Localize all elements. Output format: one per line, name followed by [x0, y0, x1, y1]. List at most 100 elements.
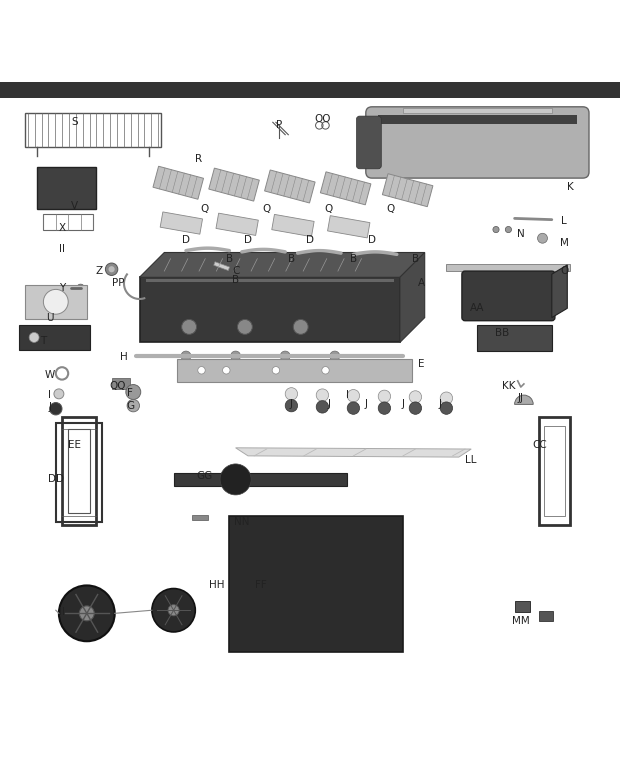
Text: H: H [120, 352, 128, 361]
Text: J: J [290, 399, 293, 409]
Circle shape [378, 402, 391, 414]
Text: PP: PP [112, 278, 124, 289]
Circle shape [77, 284, 84, 292]
Text: F: F [127, 388, 133, 398]
Bar [140, 278, 400, 343]
Circle shape [108, 266, 115, 272]
Text: Y: Y [59, 283, 65, 293]
Text: Q: Q [386, 204, 395, 214]
Text: J: J [327, 399, 330, 409]
Text: J: J [365, 399, 367, 409]
Text: Q: Q [262, 204, 271, 214]
Text: Z: Z [95, 266, 103, 276]
Text: W: W [45, 369, 55, 379]
Circle shape [152, 589, 195, 632]
Circle shape [127, 399, 140, 412]
Circle shape [29, 332, 39, 343]
Text: T: T [40, 336, 46, 347]
Bar [112, 378, 130, 389]
Text: BB: BB [495, 328, 509, 338]
Text: II: II [59, 245, 65, 254]
Circle shape [126, 385, 141, 399]
Text: eReplacementParts.com: eReplacementParts.com [234, 256, 386, 268]
Text: EE: EE [68, 440, 81, 450]
Text: G: G [126, 401, 135, 411]
Circle shape [105, 263, 118, 275]
Circle shape [409, 402, 422, 414]
Circle shape [220, 464, 251, 495]
Text: B: B [232, 275, 239, 285]
Circle shape [54, 389, 64, 399]
Bar [177, 358, 412, 382]
Bar [174, 473, 347, 486]
Circle shape [538, 234, 547, 243]
Circle shape [280, 351, 290, 361]
Text: U: U [46, 313, 53, 322]
Text: R: R [195, 154, 202, 165]
Circle shape [182, 319, 197, 334]
Bar [62, 417, 96, 525]
Text: MM: MM [512, 616, 529, 626]
Text: B: B [350, 254, 357, 263]
Text: L: L [561, 216, 567, 227]
Circle shape [293, 319, 308, 334]
Bar [19, 325, 90, 350]
Text: J: J [439, 399, 441, 409]
Text: J: J [402, 399, 404, 409]
Text: Q: Q [324, 204, 333, 214]
Polygon shape [400, 252, 425, 343]
Circle shape [440, 402, 453, 414]
Polygon shape [153, 166, 203, 199]
Circle shape [237, 319, 252, 334]
Bar [56, 423, 102, 522]
Text: X: X [58, 223, 66, 233]
Wedge shape [515, 395, 533, 405]
Text: N: N [517, 229, 525, 239]
Bar [216, 213, 259, 235]
Bar [68, 429, 90, 513]
Text: JJ: JJ [518, 394, 524, 403]
Text: CC: CC [532, 440, 547, 450]
Text: I: I [48, 390, 51, 400]
Circle shape [493, 227, 499, 233]
Text: AA: AA [470, 303, 485, 314]
Text: B: B [226, 254, 233, 263]
Text: O: O [560, 266, 569, 276]
Bar [403, 108, 552, 113]
Polygon shape [321, 172, 371, 205]
Bar [378, 115, 577, 124]
Text: QQ: QQ [110, 381, 126, 390]
FancyBboxPatch shape [366, 107, 589, 178]
Text: GG: GG [197, 470, 213, 481]
Bar [539, 417, 570, 525]
Bar [515, 601, 530, 612]
Text: NN: NN [234, 517, 249, 527]
Bar [544, 426, 565, 516]
Text: Q: Q [200, 204, 209, 214]
Circle shape [285, 399, 298, 412]
Bar [25, 285, 87, 319]
Circle shape [168, 604, 179, 615]
Bar [446, 263, 570, 271]
Text: FF: FF [255, 580, 266, 590]
Polygon shape [383, 174, 433, 207]
Bar [229, 516, 403, 652]
Circle shape [50, 402, 62, 415]
Text: E: E [418, 359, 425, 369]
Circle shape [79, 606, 94, 621]
Bar [37, 167, 96, 209]
Bar [272, 214, 314, 237]
Circle shape [505, 227, 511, 233]
Text: S: S [71, 118, 78, 127]
Circle shape [272, 367, 280, 374]
Bar [327, 216, 370, 238]
Bar [146, 278, 394, 282]
Text: D: D [306, 235, 314, 245]
Circle shape [181, 351, 191, 361]
Circle shape [347, 390, 360, 402]
Text: C: C [232, 266, 239, 276]
Circle shape [231, 351, 241, 361]
Circle shape [316, 401, 329, 413]
Text: P: P [276, 121, 282, 130]
Circle shape [59, 586, 115, 641]
